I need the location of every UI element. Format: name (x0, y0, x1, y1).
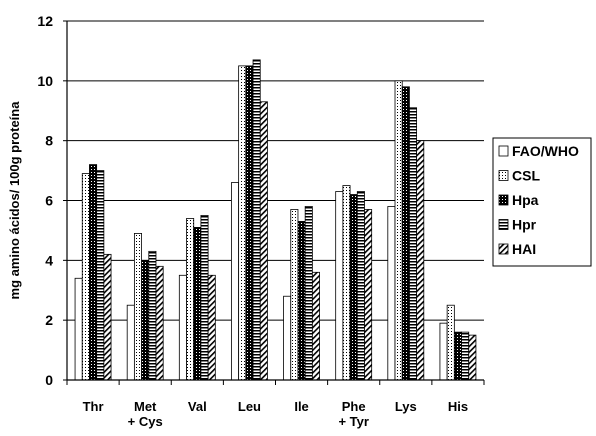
bar-hpr-phe-tyr (357, 192, 364, 380)
bar-hpr-his (462, 332, 469, 380)
bar-hpa-thr (89, 165, 96, 380)
y-tick-label-2: 2 (45, 312, 53, 328)
bar-fao-who-val (179, 275, 186, 380)
bar-hai-val (208, 275, 215, 380)
bar-csl-thr (82, 174, 89, 380)
bar-hpa-phe-tyr (350, 195, 357, 380)
x-tick-label-his: His (448, 399, 468, 414)
bar-csl-phe-tyr (343, 186, 350, 380)
bar-csl-met-cys (134, 233, 141, 380)
bar-csl-ile (291, 209, 298, 380)
y-tick-label-4: 4 (45, 252, 53, 268)
bar-hai-ile (312, 272, 319, 380)
legend-swatch-hai (499, 244, 508, 254)
bar-fao-who-lys (388, 206, 395, 380)
bar-hai-thr (104, 254, 111, 380)
y-tick-label-10: 10 (37, 73, 53, 89)
bar-hpa-met-cys (142, 260, 149, 380)
x-tick-label-lys: Lys (395, 399, 417, 414)
bar-hai-phe-tyr (364, 209, 371, 380)
bar-fao-who-leu (231, 183, 238, 380)
bar-csl-his (447, 305, 454, 380)
bar-fao-who-phe-tyr (336, 192, 343, 380)
bar-hpr-leu (253, 60, 260, 380)
legend-label-csl: CSL (512, 168, 540, 184)
legend-swatch-hpa (499, 195, 508, 205)
y-tick-label-0: 0 (45, 372, 53, 388)
bar-hpr-thr (97, 171, 104, 380)
bar-hai-met-cys (156, 266, 163, 380)
bar-hai-leu (260, 102, 267, 380)
x-tick-label-thr: Thr (83, 399, 104, 414)
bar-csl-leu (239, 66, 246, 380)
legend-label-hai: HAI (512, 241, 536, 257)
y-tick-label-8: 8 (45, 133, 53, 149)
bar-hpr-ile (305, 206, 312, 380)
bar-hai-lys (417, 141, 424, 380)
bar-hpr-val (201, 215, 208, 380)
bar-hpr-met-cys (149, 251, 156, 380)
legend: FAO/WHO CSL Hpa Hpr HAI (493, 138, 591, 266)
bar-csl-lys (395, 81, 402, 380)
bar-hai-his (469, 335, 476, 380)
y-axis-label: mg amino ácidos/ 100g proteína (7, 101, 22, 300)
y-tick-label-6: 6 (45, 193, 53, 209)
x-tick-label-met-cys-line2: + Cys (128, 414, 163, 429)
bar-hpa-his (454, 332, 461, 380)
bar-fao-who-met-cys (127, 305, 134, 380)
bar-fao-who-thr (75, 278, 82, 380)
legend-label-fao-who: FAO/WHO (512, 143, 579, 159)
bar-hpa-ile (298, 221, 305, 380)
legend-swatch-hpr (499, 220, 508, 230)
bar-fao-who-ile (284, 296, 291, 380)
bar-hpr-lys (409, 108, 416, 380)
legend-label-hpr: Hpr (512, 217, 537, 233)
bar-hpa-val (194, 227, 201, 380)
x-tick-label-phe-tyr-line2: + Tyr (338, 414, 368, 429)
x-tick-label-phe-tyr: Phe (342, 399, 366, 414)
legend-label-hpa: Hpa (512, 192, 539, 208)
legend-swatch-fao-who (499, 146, 508, 156)
bar-hpa-lys (402, 87, 409, 380)
legend-swatch-csl (499, 171, 508, 181)
x-tick-label-val: Val (188, 399, 207, 414)
bar-csl-val (187, 218, 194, 380)
x-tick-label-leu: Leu (238, 399, 261, 414)
x-tick-label-met-cys: Met (134, 399, 157, 414)
bars (75, 60, 476, 380)
bar-hpa-leu (246, 66, 253, 380)
bar-fao-who-his (440, 323, 447, 380)
x-tick-label-ile: Ile (294, 399, 308, 414)
y-tick-label-12: 12 (37, 13, 53, 29)
